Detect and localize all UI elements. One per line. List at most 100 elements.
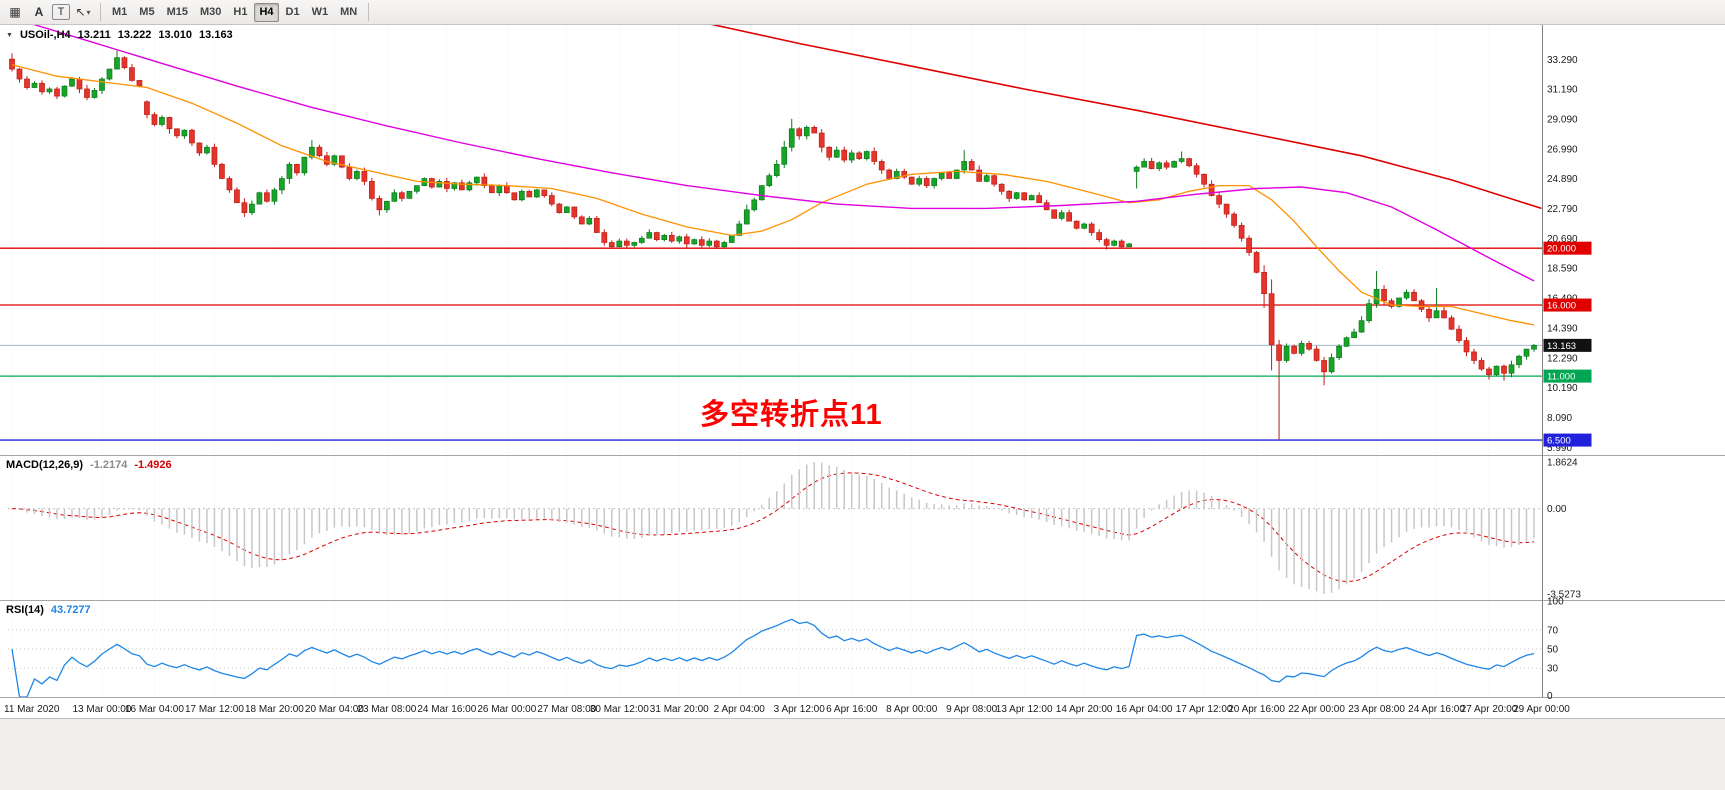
date-tick: 27 Apr 20:00: [1461, 704, 1518, 715]
hline-16.000-badge: [1543, 298, 1592, 312]
tf-button-m30[interactable]: M30: [199, 6, 222, 18]
date-tick: 23 Mar 08:00: [357, 704, 416, 715]
date-tick: 20 Apr 16:00: [1228, 704, 1285, 715]
rsi-tick: 70: [1547, 625, 1559, 636]
chart-annotation: 多空转折点11: [700, 399, 883, 431]
hline-6.500-badge-text: 6.500: [1547, 436, 1571, 447]
price-tick: 24.890: [1547, 174, 1578, 185]
date-tick: 11 Mar 2020: [4, 704, 60, 715]
tf-button-h1[interactable]: H1: [233, 6, 248, 18]
timeframe-toolbar: M1 M5 M15 M30 H1 H4 D1 W1 MN: [106, 2, 363, 22]
hline-11.000-badge-text: 11.000: [1547, 372, 1575, 383]
price-tick: 33.290: [1547, 55, 1578, 66]
rsi-tick: 50: [1547, 645, 1559, 656]
tf-button-d1[interactable]: D1: [285, 6, 300, 18]
price-tick: 14.390: [1547, 323, 1578, 334]
hline-20.000-badge: [1543, 241, 1592, 255]
macd-tick: -3.5273: [1547, 590, 1581, 601]
rsi-tick: 30: [1547, 664, 1559, 675]
ma-lines-layer: [11, 25, 1542, 326]
text-tool[interactable]: T: [52, 4, 70, 20]
price-tick: 12.290: [1547, 353, 1578, 364]
date-tick: 16 Apr 04:00: [1116, 704, 1173, 715]
price-tick: 18.590: [1547, 264, 1578, 275]
date-tick: 24 Apr 16:00: [1408, 704, 1465, 715]
price-tick: 26.990: [1547, 144, 1578, 155]
date-tick: 6 Apr 16:00: [826, 704, 878, 715]
date-tick: 16 Mar 04:00: [125, 704, 184, 715]
date-tick: 18 Mar 20:00: [245, 704, 304, 715]
price-tick: 31.190: [1547, 85, 1578, 96]
hline-20.000-badge-text: 20.000: [1547, 244, 1576, 255]
price-tick: 20.690: [1547, 234, 1578, 245]
rsi-line: [11, 618, 1535, 698]
ma-slow-red[interactable]: [702, 25, 1542, 210]
rsi-name: RSI(14): [6, 604, 44, 616]
bar-chart-icon[interactable]: ▦: [9, 5, 21, 19]
ohlc-open: 13.211: [77, 29, 111, 41]
cursor-dropdown-tool[interactable]: ↖ ▾: [75, 5, 91, 19]
macd-tick: 1.8624: [1547, 458, 1578, 469]
date-tick: 31 Mar 20:00: [650, 704, 709, 715]
tf-button-w1[interactable]: W1: [311, 6, 329, 18]
date-tick: 23 Apr 08:00: [1348, 704, 1405, 715]
drawing-tools: ▦ A T ↖ ▾: [3, 3, 95, 22]
price-tick: 5.990: [1547, 443, 1572, 454]
macd-label: MACD(12,26,9) -1.2174 -1.4926: [6, 459, 172, 471]
date-tick: 27 Mar 08:00: [537, 704, 596, 715]
price-tick: 10.190: [1547, 383, 1578, 394]
tf-button-mn[interactable]: MN: [340, 6, 358, 18]
tf-button-m1[interactable]: M1: [112, 6, 128, 18]
toolbar-separator: [100, 3, 101, 21]
date-tick: 22 Apr 00:00: [1288, 704, 1345, 715]
hline-16.000-badge-text: 16.000: [1547, 301, 1576, 312]
rsi-label: RSI(14) 43.7277: [6, 604, 91, 616]
frame-layer: [0, 25, 1725, 698]
macd-histogram: [11, 462, 1535, 594]
ohlc-high: 13.222: [117, 29, 152, 41]
date-tick: 13 Mar 00:00: [73, 704, 132, 715]
date-tick: 8 Apr 00:00: [886, 704, 938, 715]
price-scale: 33.290 31.190 29.090 26.990 24.890 22.790 20.6…: [1543, 55, 1592, 702]
macd-main-value: -1.2174: [90, 459, 128, 471]
label-a-tool[interactable]: A: [34, 5, 44, 19]
toolbar: ▦ A T ↖ ▾ M1 M5 M15 M30 H1 H4 D1 W1 MN: [0, 0, 1725, 25]
date-tick: 17 Apr 12:00: [1176, 704, 1233, 715]
ma-mid-magenta[interactable]: [12, 25, 1535, 282]
price-tick: 29.090: [1547, 114, 1578, 125]
date-tick: 9 Apr 08:00: [946, 704, 998, 715]
rsi-tick: 100: [1547, 597, 1564, 608]
rsi-tick: 0: [1547, 691, 1553, 702]
symbol-timeframe-label: USOil-,H4: [19, 29, 71, 41]
rsi-pane: [8, 618, 1542, 698]
date-tick: 13 Apr 12:00: [996, 704, 1053, 715]
date-tick: 14 Apr 20:00: [1056, 704, 1113, 715]
tf-button-h4[interactable]: H4: [254, 2, 279, 22]
candles-layer: [9, 50, 1537, 441]
date-tick: 26 Mar 00:00: [477, 704, 536, 715]
toolbar-separator-2: [368, 3, 370, 21]
chart-canvas[interactable]: 33.290 31.190 29.090 26.990 24.890 22.790 20.6…: [0, 25, 1725, 718]
hline-layer: [0, 247, 1542, 441]
macd-name: MACD(12,26,9): [6, 459, 84, 471]
tf-button-m5[interactable]: M5: [139, 6, 155, 18]
ohlc-close: 13.163: [199, 29, 233, 41]
price-tick: 22.790: [1547, 204, 1578, 215]
date-tick: 2 Apr 04:00: [714, 704, 766, 715]
hline-11.000-badge: [1543, 369, 1592, 383]
expand-arrow-icon[interactable]: ▼: [6, 31, 13, 39]
tf-button-m15[interactable]: M15: [166, 6, 188, 18]
hline-6.500-badge: [1543, 433, 1592, 447]
ohlc-low: 13.010: [158, 29, 193, 41]
chart-area[interactable]: 33.290 31.190 29.090 26.990 24.890 22.790 20.6…: [0, 25, 1725, 718]
date-tick: 29 Apr 00:00: [1513, 704, 1570, 715]
current-price-badge-text: 13.163: [1547, 341, 1576, 352]
chart-header: ▼ USOil-,H4 13.211 13.222 13.010 13.163: [6, 29, 233, 41]
window-bottom: [0, 718, 1725, 790]
rsi-value: 43.7277: [50, 604, 91, 616]
date-tick: 3 Apr 12:00: [774, 704, 826, 715]
ma-fast-orange[interactable]: [11, 64, 1535, 326]
macd-pane: [8, 472, 1542, 583]
macd-tick: 0.00: [1547, 504, 1567, 515]
